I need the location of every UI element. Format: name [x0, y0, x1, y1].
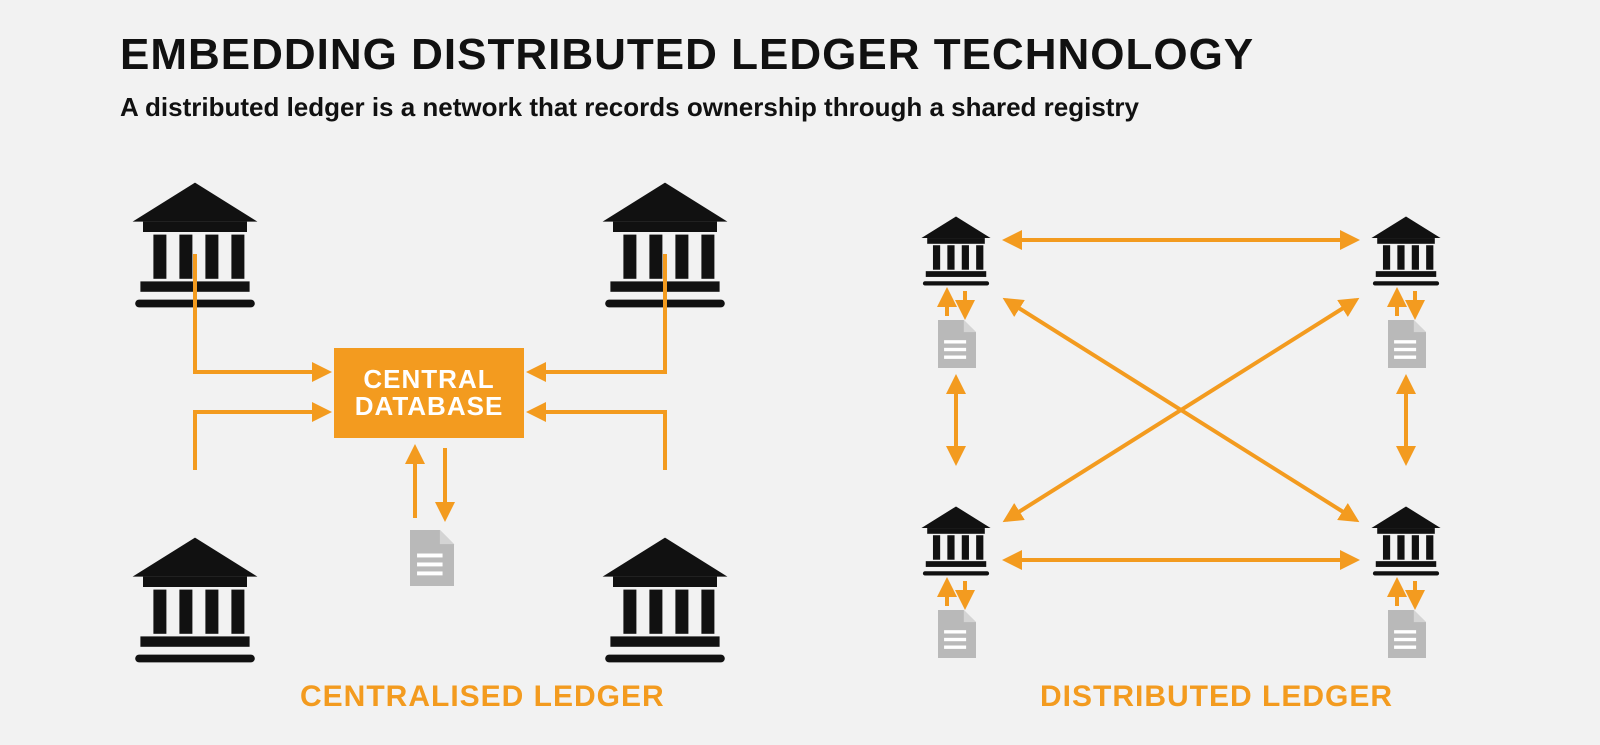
bank-icon	[921, 506, 990, 575]
bank-icon	[133, 538, 258, 663]
page: EMBEDDING DISTRIBUTED LEDGER TECHNOLOGY …	[0, 0, 1600, 745]
bank-icon	[603, 538, 728, 663]
document-icon	[938, 320, 976, 368]
document-icon	[1388, 610, 1426, 658]
central-database-box: CENTRAL DATABASE	[334, 348, 524, 438]
document-icon	[938, 610, 976, 658]
document-icon	[410, 530, 454, 586]
central-database-line2: DATABASE	[355, 393, 504, 420]
panel-label-distributed: DISTRIBUTED LEDGER	[1040, 680, 1393, 714]
document-icon	[1388, 320, 1426, 368]
bank-icon	[921, 216, 990, 285]
panel-label-centralised: CENTRALISED LEDGER	[300, 680, 665, 714]
bank-icon	[1371, 216, 1440, 285]
diagram-canvas	[0, 0, 1600, 745]
bank-icon	[1371, 506, 1440, 575]
central-database-line1: CENTRAL	[355, 366, 504, 393]
